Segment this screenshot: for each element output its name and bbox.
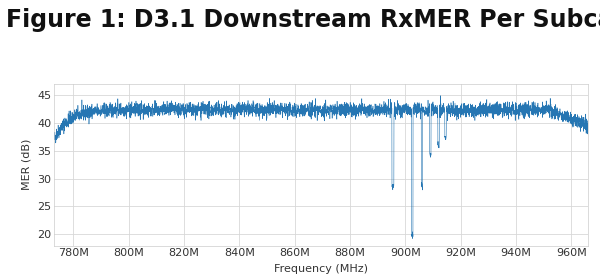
Text: Figure 1: D3.1 Downstream RxMER Per Subcarrier: Figure 1: D3.1 Downstream RxMER Per Subc… — [6, 8, 600, 32]
X-axis label: Frequency (MHz): Frequency (MHz) — [274, 264, 368, 274]
Y-axis label: MER (dB): MER (dB) — [22, 139, 32, 190]
